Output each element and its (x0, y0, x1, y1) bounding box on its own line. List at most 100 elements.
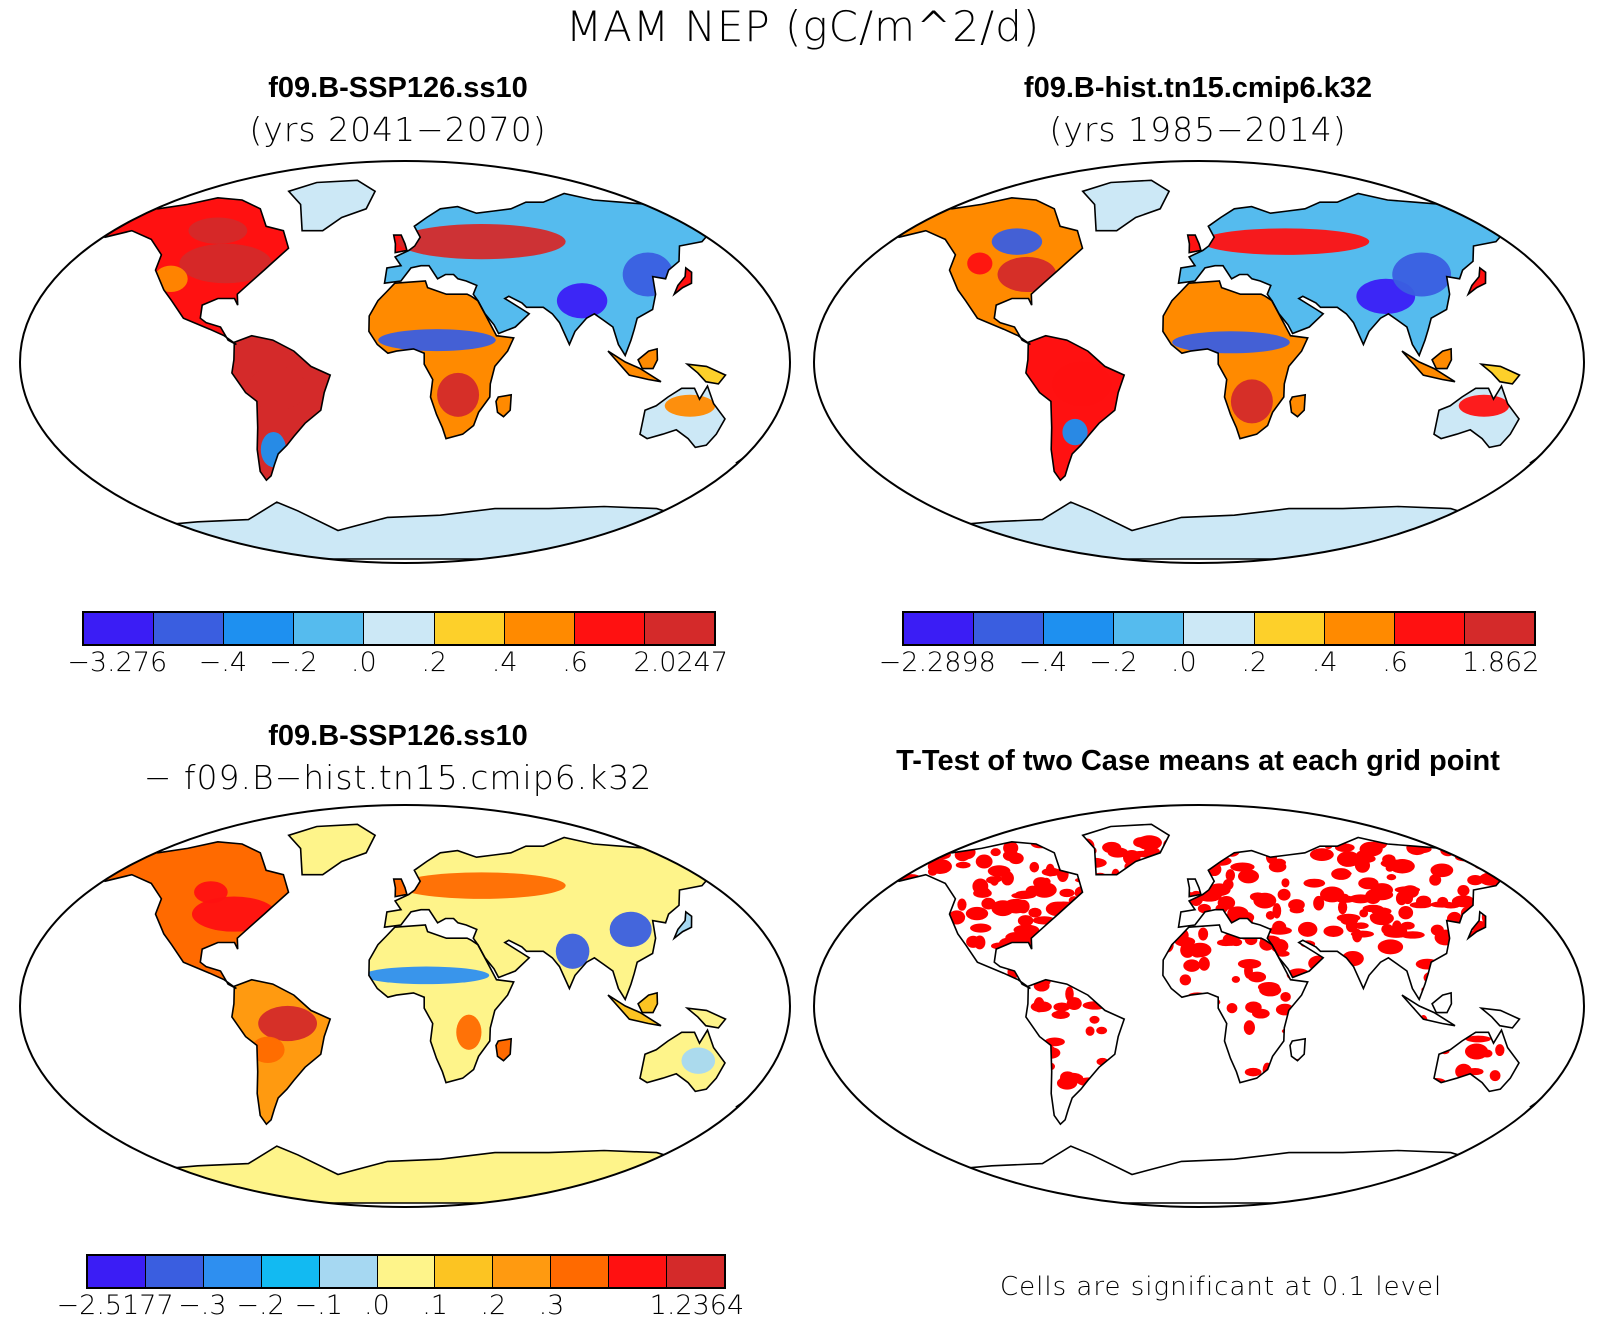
land-madagascar (496, 394, 512, 417)
colorbar-1 (82, 611, 716, 646)
significant-cells (990, 848, 1001, 857)
field-region (247, 366, 307, 411)
colorbar-1-swatch (574, 613, 645, 644)
coastline (1401, 994, 1456, 1027)
significant-cells (1456, 836, 1474, 852)
colorbar-2-swatch (904, 613, 975, 644)
land-newGuinea (1481, 1008, 1520, 1028)
coastline (1162, 280, 1309, 440)
colorbar-3-swatch (145, 1256, 204, 1287)
significant-cells (1340, 915, 1359, 926)
significant-cells (896, 849, 905, 857)
coastline (1289, 1037, 1307, 1062)
land-borneo (638, 992, 658, 1013)
significant-cells (1429, 874, 1442, 886)
significant-cells (1297, 921, 1318, 937)
field-region (258, 1005, 318, 1042)
land-borneo (1432, 992, 1452, 1013)
coastline (383, 192, 733, 358)
colorbar-3-tick-label: 1.2364 (649, 1290, 745, 1321)
coastline (1401, 350, 1456, 383)
significant-cells (1053, 1002, 1071, 1012)
significant-cells (1230, 938, 1243, 947)
coastline (1177, 836, 1527, 1002)
significant-cells (965, 906, 989, 921)
coastline (639, 384, 726, 449)
coastline (889, 840, 1084, 990)
land-japan (674, 911, 692, 939)
colorbar-2-tick-label: .4 (1311, 647, 1338, 678)
map-border (19, 804, 791, 1208)
land-newGuinea (687, 1008, 726, 1028)
coastline (392, 878, 408, 898)
significant-cells (1237, 869, 1260, 884)
field-region (250, 1036, 285, 1063)
significant-cells (1272, 903, 1282, 919)
coastline (607, 994, 662, 1027)
colorbar-1-tick-label: −3.276 (67, 647, 168, 678)
colorbar-1-tick-label: .0 (350, 647, 377, 678)
significant-cells (1257, 981, 1280, 993)
coastline (231, 334, 332, 482)
coastline (1186, 878, 1202, 898)
coastline (1162, 924, 1309, 1084)
land-greenland (1082, 180, 1170, 231)
significant-cells (1051, 1010, 1070, 1019)
colorbar-3-tick-label: .0 (364, 1290, 390, 1321)
coastline (392, 234, 408, 254)
colorbar-3-swatch (667, 1256, 724, 1287)
field-region (179, 243, 272, 284)
coastline (1431, 991, 1453, 1014)
land-borneo (1432, 348, 1452, 369)
map-panel-3 (19, 804, 791, 1208)
land-britain (1187, 235, 1201, 253)
land-borneo (638, 348, 658, 369)
colorbar-3-swatch (203, 1256, 262, 1287)
coastline (1289, 393, 1307, 418)
significant-cells (1465, 1035, 1491, 1043)
coastline (639, 1028, 726, 1093)
significant-cells (1369, 912, 1381, 921)
significant-cells (1231, 976, 1241, 983)
field-region (194, 881, 228, 904)
coastline (1025, 334, 1126, 482)
significant-cells (1280, 991, 1291, 1002)
colorbar-3-tick-label: .2 (480, 1290, 507, 1321)
field-region (967, 252, 993, 275)
significant-cells (1183, 959, 1201, 972)
significant-cells (1265, 910, 1276, 920)
colorbar-2-swatch (974, 613, 1045, 644)
significant-cells (1247, 971, 1267, 983)
map-border (19, 160, 791, 564)
field-region (555, 933, 590, 969)
colorbar-3-tick-label: −.3 (178, 1290, 227, 1321)
significant-cells (1467, 875, 1484, 886)
coastline (368, 924, 515, 1084)
significant-cells (1402, 892, 1414, 905)
panel-2-title: f09.B-hist.tn15.cmip6.k32 (1023, 72, 1373, 104)
significant-cells (1267, 926, 1292, 935)
colorbar-1-tick-label: −.2 (269, 647, 318, 678)
field-region (1172, 331, 1290, 354)
significant-cells (955, 861, 971, 869)
significant-cells (1386, 874, 1397, 881)
land-greenland (288, 180, 376, 231)
colorbar-1-swatch (294, 613, 365, 644)
colorbar-1-tick-label: −.4 (198, 647, 248, 678)
significant-cells (1320, 886, 1345, 903)
panel-3-subtitle: − f09.B−hist.tn15.cmip6.k32 (143, 758, 653, 797)
significant-cells (1523, 882, 1535, 899)
land-newGuinea (687, 364, 726, 384)
colorbar-2-tick-label: −.2 (1089, 647, 1138, 678)
colorbar-1-tick-label: 2.0247 (633, 647, 729, 678)
significant-cells (1268, 861, 1287, 873)
significant-cells (1333, 870, 1352, 877)
colorbar-1-swatch (504, 613, 575, 644)
significant-cells (1482, 839, 1492, 853)
significant-cells (1481, 1049, 1493, 1058)
panel-1-subtitle: (yrs 2041−2070) (249, 110, 547, 149)
figure-title: MAM NEP (gC/m^2/d) (565, 2, 1041, 51)
significant-cells (1358, 854, 1376, 863)
coastline (672, 266, 693, 297)
colorbar-1-swatch (434, 613, 505, 644)
